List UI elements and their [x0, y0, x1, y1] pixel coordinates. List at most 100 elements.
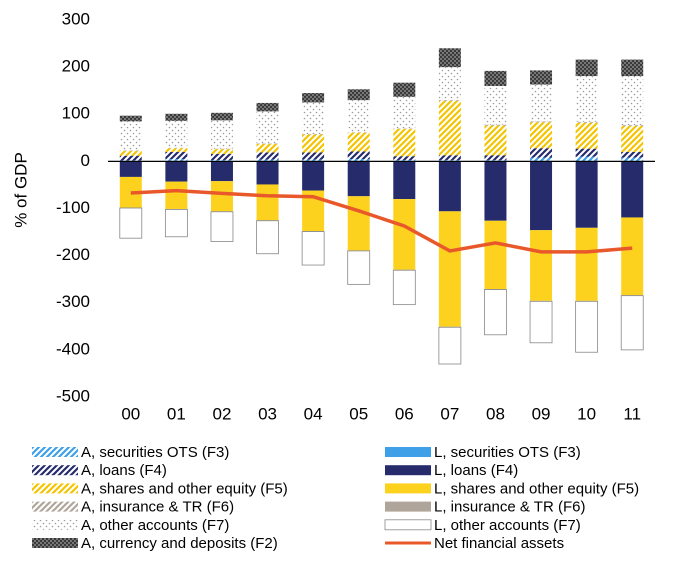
bar-segment — [119, 207, 143, 239]
y-tick-label: -100 — [56, 198, 90, 217]
bar-segment — [256, 152, 279, 160]
y-tick-label: 300 — [62, 9, 90, 28]
legend-label: L, insurance & TR (F6) — [434, 499, 585, 516]
bar-segment — [347, 159, 370, 162]
bar-segment — [575, 156, 598, 162]
bar-segment — [529, 300, 553, 344]
bar-segment — [575, 300, 599, 353]
bar-segment — [302, 93, 325, 103]
legend-swatch — [32, 501, 78, 512]
legend-swatch — [32, 447, 78, 457]
bar-segment — [347, 151, 370, 160]
x-tick-label: 07 — [440, 404, 459, 423]
bar-segment — [621, 59, 644, 77]
legend-label: A, currency and deposits (F2) — [81, 535, 278, 552]
bar-segment — [393, 128, 416, 157]
bar-segment — [530, 157, 553, 162]
legend-label: Net financial assets — [434, 535, 564, 552]
bar-segment — [347, 196, 370, 251]
bar-segment — [393, 159, 416, 162]
bar-segment — [484, 70, 507, 86]
bar-segment — [621, 217, 644, 296]
bar-segment — [575, 121, 598, 123]
bar-segment — [210, 181, 233, 212]
bar-segment — [164, 209, 188, 238]
bar-segment — [438, 67, 461, 101]
legend-label: L, loans (F4) — [434, 462, 518, 479]
x-tick-label: 08 — [486, 404, 505, 423]
legend-swatch — [385, 483, 431, 494]
bar-segment — [165, 120, 188, 148]
bar-segment — [575, 59, 598, 77]
bar-segment — [302, 190, 325, 232]
y-tick-label: -500 — [56, 386, 90, 405]
bar-segment — [210, 153, 233, 160]
bar-segment — [438, 100, 461, 102]
bar-segment — [165, 159, 188, 162]
legend-swatch — [32, 519, 78, 530]
bar-segment — [484, 161, 507, 221]
bar-segment — [621, 151, 644, 158]
bar-segment — [620, 295, 644, 351]
bar-segment — [438, 48, 461, 68]
x-tick-label: 11 — [623, 404, 641, 423]
bar-segment — [347, 89, 370, 101]
bar-segment — [119, 161, 142, 177]
x-tick-label: 00 — [121, 404, 140, 423]
bar-segment — [393, 156, 416, 160]
legend-label: A, loans (F4) — [81, 462, 167, 479]
legend-label: A, shares and other equity (F5) — [81, 480, 288, 497]
legend-label: A, insurance & TR (F6) — [81, 499, 234, 516]
x-tick-label: 09 — [532, 404, 551, 423]
bar-segment — [210, 112, 233, 121]
bar-segment — [256, 111, 279, 144]
bar-segment — [530, 230, 553, 301]
bar-segment — [438, 159, 461, 162]
y-axis-label: % of GDP — [11, 152, 30, 228]
bar-segment — [165, 181, 188, 209]
bar-segment — [621, 157, 644, 162]
bar-segment — [119, 121, 142, 151]
bar-segment — [484, 289, 507, 336]
legend-label: L, securities OTS (F3) — [434, 444, 581, 461]
bar-segment — [165, 113, 188, 121]
bar-segment — [438, 155, 461, 160]
y-tick-label: -400 — [56, 339, 90, 358]
legend-label: A, securities OTS (F3) — [81, 444, 229, 461]
bar-segment — [256, 143, 279, 153]
x-tick-label: 06 — [395, 404, 414, 423]
bar-segment — [393, 82, 416, 97]
bar-segment — [301, 231, 325, 266]
legend-swatch — [32, 538, 78, 548]
bar-segment — [347, 250, 371, 285]
bar-segment — [119, 115, 142, 122]
bar-segment — [210, 159, 233, 162]
x-tick-label: 05 — [349, 404, 368, 423]
bar-segment — [119, 151, 142, 156]
bar-segment — [256, 102, 279, 112]
y-tick-label: -200 — [56, 245, 90, 264]
bar-segment — [302, 134, 325, 153]
bar-segment — [484, 159, 507, 162]
bar-segment — [256, 161, 279, 185]
x-tick-label: 02 — [212, 404, 231, 423]
bar-segment — [484, 124, 507, 126]
bar-segment — [621, 76, 644, 126]
legend-label: A, other accounts (F7) — [81, 517, 229, 534]
bar-segment — [347, 161, 370, 197]
bar-segment — [575, 227, 598, 301]
bar-segment — [392, 269, 416, 306]
bar-segment — [347, 100, 370, 133]
bar-segment — [621, 126, 644, 152]
bar-segment — [347, 132, 370, 152]
bar-segment — [302, 152, 325, 160]
bar-segment — [438, 326, 462, 365]
x-tick-label: 03 — [258, 404, 277, 423]
bar-segment — [530, 161, 553, 231]
bar-segment — [438, 101, 461, 156]
y-tick-label: 100 — [62, 104, 90, 123]
bar-segment — [530, 148, 553, 158]
bar-segment — [530, 121, 553, 123]
x-tick-label: 01 — [167, 404, 186, 423]
